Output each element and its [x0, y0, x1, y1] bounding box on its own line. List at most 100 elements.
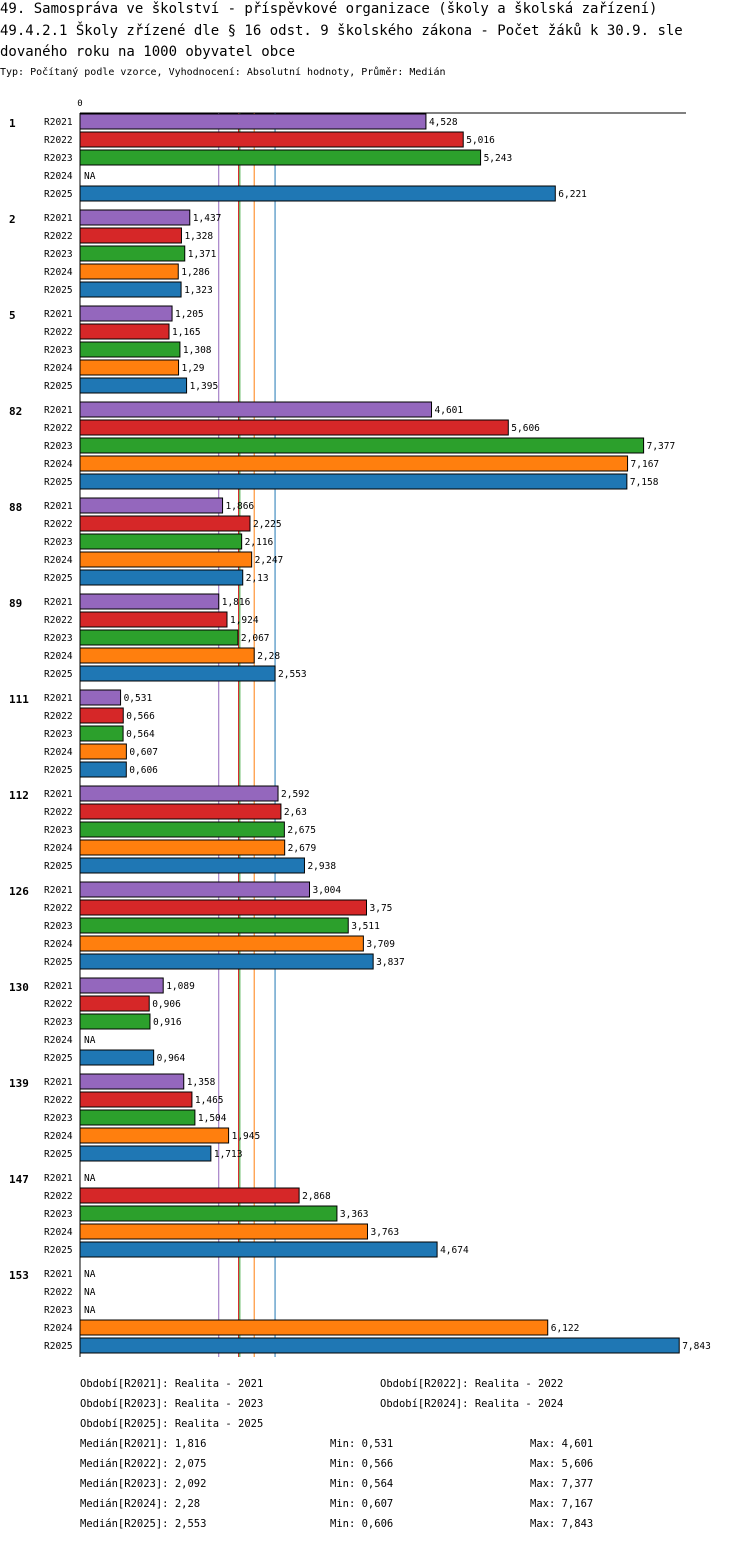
row-label-126-r2024: R2024 — [44, 939, 73, 950]
value-label-5-r2024: 1,29 — [182, 363, 205, 374]
row-label-147-r2022: R2022 — [44, 1191, 73, 1202]
bar-82-r2021 — [79, 401, 433, 418]
stat-max-r2021: Max: 4,601 — [530, 1438, 594, 1450]
bar-1-r2023 — [79, 149, 482, 166]
bar-147-r2025 — [79, 1241, 438, 1258]
value-label-126-r2022: 3,75 — [370, 903, 393, 914]
bar-112-r2023 — [79, 821, 285, 838]
row-label-82-r2023: R2023 — [44, 441, 73, 452]
stat-min-r2021: Min: 0,531 — [330, 1438, 394, 1450]
value-label-2-r2023: 1,371 — [188, 249, 217, 260]
na-label-153-r2021: NA — [84, 1269, 96, 1280]
value-label-89-r2025: 2,553 — [278, 669, 307, 680]
bar-139-r2025 — [79, 1145, 212, 1162]
bar-111-r2025 — [79, 761, 127, 778]
bar-2-r2023 — [79, 245, 186, 262]
row-label-2-r2021: R2021 — [44, 213, 73, 224]
row-label-2-r2022: R2022 — [44, 231, 73, 242]
row-label-111-r2024: R2024 — [44, 747, 73, 758]
na-label-130-r2024: NA — [84, 1035, 96, 1046]
value-label-153-r2024: 6,122 — [551, 1323, 580, 1334]
row-label-82-r2025: R2025 — [44, 477, 73, 488]
row-label-130-r2023: R2023 — [44, 1017, 73, 1028]
page-title-line-1: 49. Samospráva ve školství - příspěvkové… — [0, 1, 658, 17]
row-label-139-r2023: R2023 — [44, 1113, 73, 1124]
row-label-126-r2023: R2023 — [44, 921, 73, 932]
bar-139-r2024 — [79, 1127, 230, 1144]
bar-139-r2021 — [79, 1073, 185, 1090]
row-label-82-r2024: R2024 — [44, 459, 73, 470]
stat-min-r2025: Min: 0,606 — [330, 1518, 394, 1530]
row-label-88-r2024: R2024 — [44, 555, 73, 566]
bar-2-r2021 — [79, 209, 191, 226]
value-label-2-r2021: 1,437 — [193, 213, 222, 224]
value-label-111-r2025: 0,606 — [129, 765, 158, 776]
row-label-88-r2022: R2022 — [44, 519, 73, 530]
group-label-147: 147 — [9, 1173, 29, 1186]
row-label-111-r2021: R2021 — [44, 693, 73, 704]
value-label-126-r2021: 3,004 — [313, 885, 342, 896]
group-label-126: 126 — [9, 885, 29, 898]
bar-126-r2024 — [79, 935, 364, 952]
bar-153-r2024 — [79, 1319, 549, 1336]
stat-median-r2023: Medián[R2023]: 2,092 — [80, 1478, 207, 1490]
row-label-153-r2024: R2024 — [44, 1323, 73, 1334]
group-label-139: 139 — [9, 1077, 29, 1090]
row-label-82-r2022: R2022 — [44, 423, 73, 434]
value-label-130-r2021: 1,089 — [166, 981, 195, 992]
stat-max-r2024: Max: 7,167 — [530, 1498, 594, 1510]
value-label-139-r2022: 1,465 — [195, 1095, 224, 1106]
bar-2-r2022 — [79, 227, 182, 244]
bar-112-r2022 — [79, 803, 282, 820]
row-label-126-r2025: R2025 — [44, 957, 73, 968]
bar-111-r2024 — [79, 743, 127, 760]
bar-82-r2024 — [79, 455, 629, 472]
value-label-126-r2023: 3,511 — [351, 921, 380, 932]
value-label-130-r2025: 0,964 — [157, 1053, 186, 1064]
bar-126-r2025 — [79, 953, 374, 970]
value-label-126-r2025: 3,837 — [376, 957, 405, 968]
page-title-line-3: dovaného roku na 1000 obyvatel obce — [0, 44, 296, 60]
bar-130-r2023 — [79, 1013, 151, 1030]
row-label-1-r2021: R2021 — [44, 117, 73, 128]
value-label-111-r2022: 0,566 — [126, 711, 155, 722]
bar-139-r2022 — [79, 1091, 193, 1108]
bar-chart: 0 1 R2021 4,528 R2022 5,016 R2023 5,243 R2024 NA R… — [9, 99, 711, 1357]
bar-126-r2021 — [79, 881, 311, 898]
row-label-89-r2023: R2023 — [44, 633, 73, 644]
stat-median-r2021: Medián[R2021]: 1,816 — [80, 1438, 207, 1450]
legend-period-r2025: Období[R2025]: Realita - 2025 — [80, 1418, 264, 1430]
value-label-5-r2023: 1,308 — [183, 345, 212, 356]
row-label-153-r2022: R2022 — [44, 1287, 73, 1298]
group-label-111: 111 — [9, 693, 29, 706]
bar-89-r2023 — [79, 629, 239, 646]
row-label-5-r2025: R2025 — [44, 381, 73, 392]
row-label-130-r2021: R2021 — [44, 981, 73, 992]
value-label-112-r2025: 2,938 — [307, 861, 336, 872]
group-label-130: 130 — [9, 981, 29, 994]
bar-88-r2022 — [79, 515, 251, 532]
bar-82-r2025 — [79, 473, 628, 490]
value-label-88-r2024: 2,247 — [255, 555, 284, 566]
group-label-89: 89 — [9, 597, 22, 610]
value-label-89-r2024: 2,28 — [257, 651, 280, 662]
value-label-130-r2022: 0,906 — [152, 999, 181, 1010]
row-label-147-r2024: R2024 — [44, 1227, 73, 1238]
row-label-111-r2023: R2023 — [44, 729, 73, 740]
row-label-5-r2024: R2024 — [44, 363, 73, 374]
na-label-147-r2021: NA — [84, 1173, 96, 1184]
row-label-112-r2025: R2025 — [44, 861, 73, 872]
row-label-112-r2022: R2022 — [44, 807, 73, 818]
row-label-89-r2025: R2025 — [44, 669, 73, 680]
bar-147-r2022 — [79, 1187, 300, 1204]
row-label-153-r2021: R2021 — [44, 1269, 73, 1280]
value-label-5-r2025: 1,395 — [190, 381, 219, 392]
row-label-112-r2023: R2023 — [44, 825, 73, 836]
value-label-130-r2023: 0,916 — [153, 1017, 182, 1028]
legend-period-r2022: Období[R2022]: Realita - 2022 — [380, 1378, 564, 1390]
bar-82-r2023 — [79, 437, 645, 454]
bar-89-r2021 — [79, 593, 220, 610]
value-label-147-r2022: 2,868 — [302, 1191, 331, 1202]
bar-5-r2025 — [79, 377, 188, 394]
value-label-112-r2023: 2,675 — [287, 825, 316, 836]
